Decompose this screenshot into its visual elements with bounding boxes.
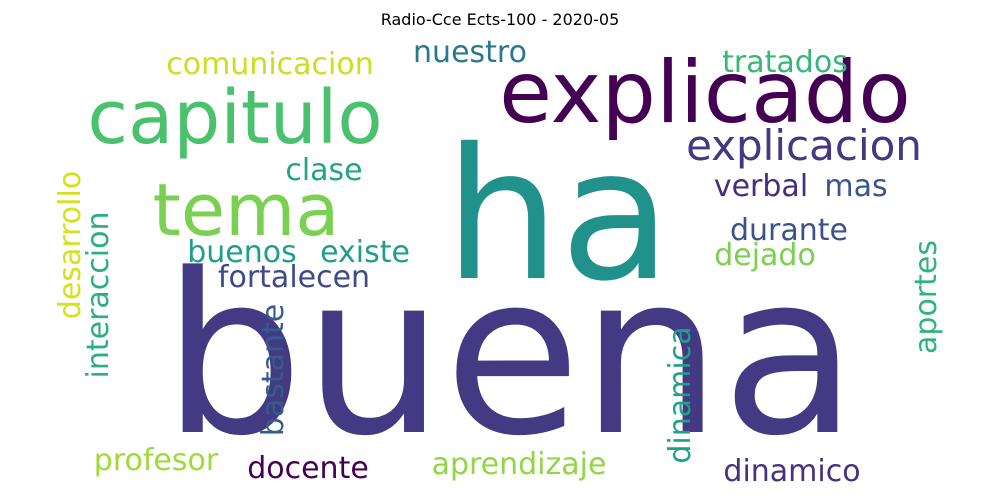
word-docente: docente xyxy=(247,451,369,486)
word-explicado: explicado xyxy=(499,43,911,143)
word-capitulo: capitulo xyxy=(87,75,382,161)
word-fortalecen: fortalecen xyxy=(218,260,370,295)
word-ha: ha xyxy=(445,109,672,321)
word-durante: durante xyxy=(730,213,848,248)
word-aprendizaje: aprendizaje xyxy=(432,447,607,482)
word-bastante: bastante xyxy=(256,304,291,436)
word-profesor: profesor xyxy=(94,443,219,478)
word-explicacion: explicacion xyxy=(686,121,922,170)
word-nuestro: nuestro xyxy=(413,35,527,70)
word-verbal: verbal xyxy=(714,169,808,204)
word-tratados: tratados xyxy=(722,45,848,80)
word-dinamica: dinamica xyxy=(663,326,698,463)
word-comunicacion: comunicacion xyxy=(166,47,374,82)
word-clase: clase xyxy=(285,153,362,188)
word-aportes: aportes xyxy=(909,240,944,354)
chart-title: Radio-Cce Ects-100 - 2020-05 xyxy=(380,10,620,29)
word-buena: buena xyxy=(163,227,858,485)
word-dinamico: dinamico xyxy=(723,454,860,489)
word-mas: mas xyxy=(824,169,887,204)
word-dejado: dejado xyxy=(714,238,816,273)
word-tema: tema xyxy=(153,168,340,252)
word-existe: existe xyxy=(320,235,410,270)
word-interaccion: interaccion xyxy=(81,212,116,379)
word-desarrollo: desarrollo xyxy=(53,171,88,319)
word-buenos: buenos xyxy=(187,235,297,270)
